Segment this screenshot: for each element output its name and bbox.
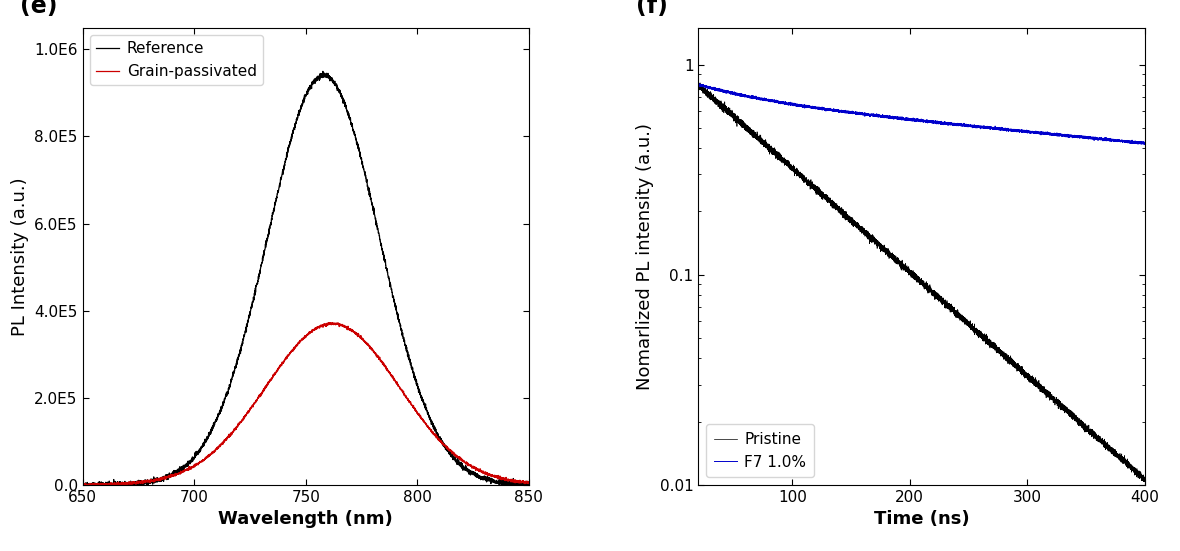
F7 1.0% bbox=[966, 123, 981, 130]
Grain-passivated bbox=[267, 374, 281, 380]
X-axis label: Wavelength (nm): Wavelength (nm) bbox=[218, 510, 393, 528]
Line: Grain-passivated: Grain-passivated bbox=[83, 322, 529, 487]
Reference bbox=[114, 485, 129, 492]
F7 1.0% bbox=[1067, 132, 1081, 139]
F7 1.0% bbox=[864, 111, 878, 118]
Grain-passivated bbox=[76, 483, 90, 489]
F7 1.0% bbox=[896, 115, 910, 122]
F7 1.0% bbox=[691, 80, 706, 87]
Text: (f): (f) bbox=[636, 0, 668, 18]
Pristine bbox=[802, 181, 817, 188]
F7 1.0% bbox=[691, 82, 706, 88]
F7 1.0% bbox=[1138, 140, 1152, 147]
Reference bbox=[267, 209, 281, 216]
Grain-passivated bbox=[153, 477, 168, 484]
Reference bbox=[247, 297, 261, 304]
Pristine bbox=[1138, 475, 1152, 482]
Pristine bbox=[860, 228, 874, 235]
Grain-passivated bbox=[126, 479, 140, 485]
Reference bbox=[153, 476, 168, 482]
Grain-passivated bbox=[78, 483, 92, 490]
Pristine bbox=[691, 84, 706, 91]
Legend: Pristine, F7 1.0%: Pristine, F7 1.0% bbox=[706, 424, 814, 477]
Grain-passivated bbox=[522, 480, 536, 487]
Pristine bbox=[1138, 478, 1152, 485]
Grain-passivated bbox=[322, 319, 336, 326]
Grain-passivated bbox=[513, 478, 527, 485]
Reference bbox=[522, 482, 536, 488]
Reference bbox=[76, 481, 90, 488]
Reference bbox=[465, 468, 479, 474]
Pristine bbox=[966, 327, 981, 333]
F7 1.0% bbox=[802, 104, 817, 110]
Y-axis label: PL Intensity (a.u.): PL Intensity (a.u.) bbox=[11, 177, 28, 336]
Pristine bbox=[1067, 415, 1081, 422]
Line: F7 1.0%: F7 1.0% bbox=[699, 83, 1145, 144]
Text: (e): (e) bbox=[20, 0, 58, 18]
Line: Pristine: Pristine bbox=[699, 83, 1145, 482]
Reference bbox=[316, 68, 330, 74]
Grain-passivated bbox=[247, 400, 261, 407]
F7 1.0% bbox=[860, 112, 874, 118]
Reference bbox=[126, 481, 140, 488]
F7 1.0% bbox=[1138, 141, 1152, 148]
Reference bbox=[513, 480, 527, 487]
Line: Reference: Reference bbox=[83, 71, 529, 489]
Grain-passivated bbox=[465, 463, 479, 470]
X-axis label: Time (ns): Time (ns) bbox=[873, 510, 969, 528]
Y-axis label: Nomarlized PL intensity (a.u.): Nomarlized PL intensity (a.u.) bbox=[636, 123, 654, 390]
Pristine bbox=[864, 232, 878, 239]
Pristine bbox=[693, 79, 707, 86]
Pristine bbox=[896, 263, 910, 269]
Legend: Reference, Grain-passivated: Reference, Grain-passivated bbox=[90, 35, 263, 85]
